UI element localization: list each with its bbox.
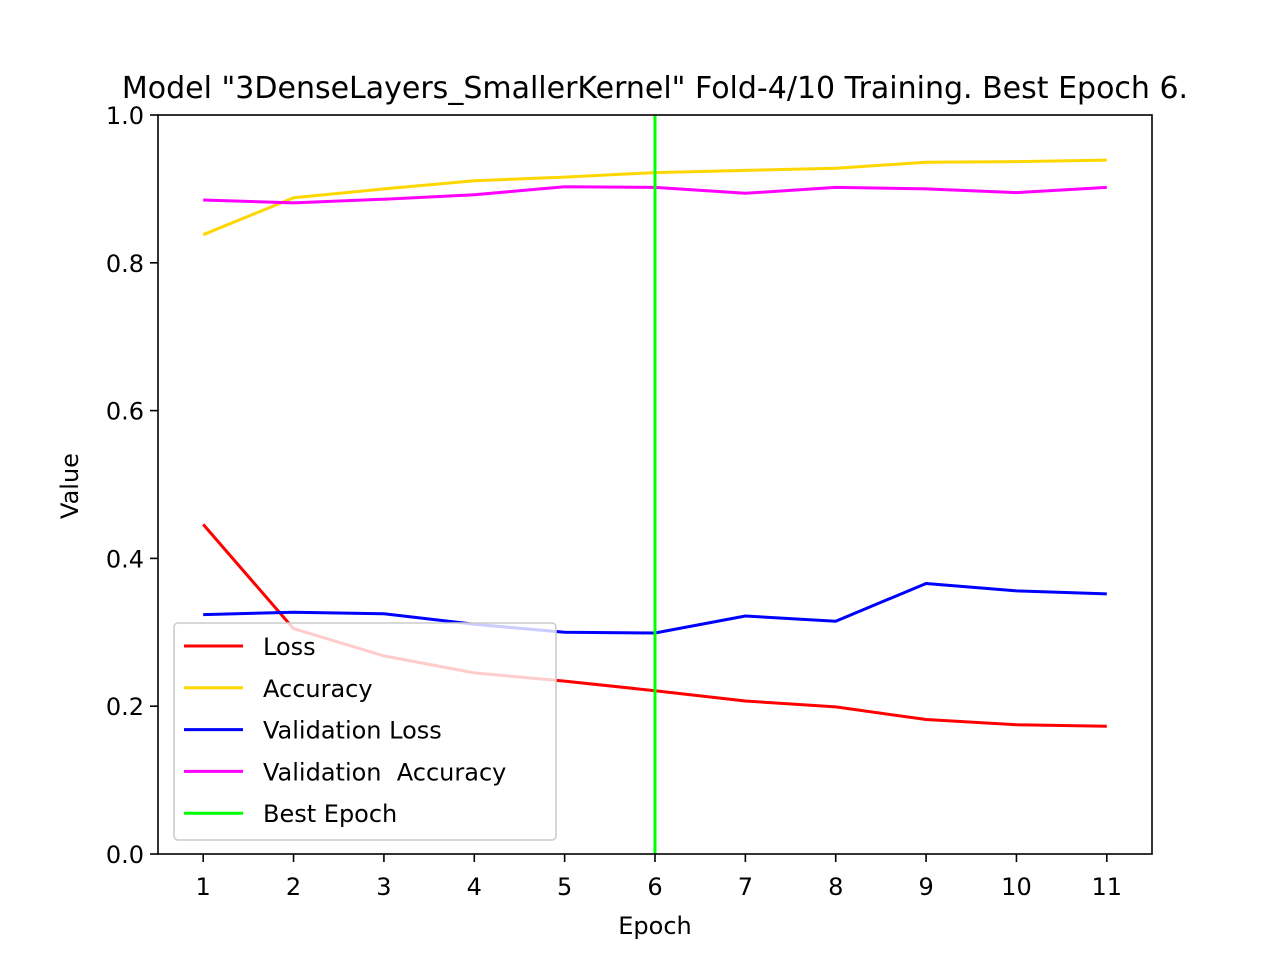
- y-tick-label: 0.2: [106, 693, 144, 721]
- x-tick-label: 6: [647, 873, 662, 901]
- x-tick-label: 4: [467, 873, 482, 901]
- y-tick-label: 0.8: [106, 250, 144, 278]
- y-tick-label: 1.0: [106, 102, 144, 130]
- x-tick-label: 10: [1001, 873, 1032, 901]
- y-tick-label: 0.6: [106, 398, 144, 426]
- chart-title: Model "3DenseLayers_SmallerKernel" Fold-…: [122, 71, 1188, 106]
- x-tick-label: 11: [1092, 873, 1123, 901]
- legend-label-validation-accuracy: Validation Accuracy: [263, 758, 506, 786]
- x-tick-label: 8: [828, 873, 843, 901]
- y-tick-label: 0.4: [106, 545, 144, 573]
- legend-label-best-epoch: Best Epoch: [263, 800, 397, 828]
- legend: Loss Accuracy Validation Loss Validation Ac…: [173, 622, 557, 841]
- x-tick-label: 9: [918, 873, 933, 901]
- x-tick-label: 7: [738, 873, 753, 901]
- x-axis-label: Epoch: [618, 912, 692, 940]
- x-tick-label: 1: [196, 873, 211, 901]
- x-tick-label: 5: [557, 873, 572, 901]
- legend-label-accuracy: Accuracy: [263, 675, 373, 703]
- x-tick-label: 3: [376, 873, 391, 901]
- legend-label-validation-loss: Validation Loss: [263, 717, 442, 745]
- legend-label-loss: Loss: [263, 633, 316, 661]
- y-axis-label: Value: [56, 453, 84, 519]
- x-tick-label: 2: [286, 873, 301, 901]
- legend-box: [173, 622, 557, 841]
- y-tick-label: 0.0: [106, 841, 144, 869]
